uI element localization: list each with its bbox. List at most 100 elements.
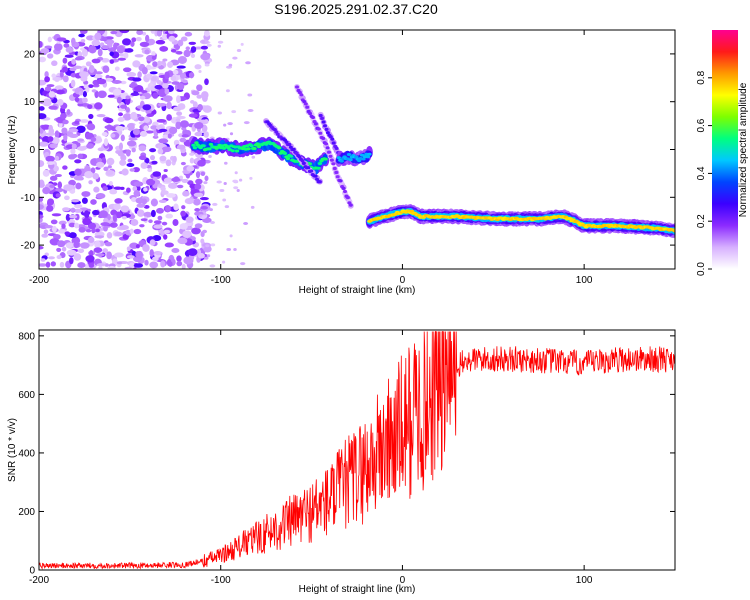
spectrogram-cell — [324, 127, 329, 131]
spectrogram-cell — [222, 198, 227, 202]
spectrogram-cell — [103, 217, 109, 224]
spectrogram-cell — [318, 113, 323, 118]
spectrogram-cell — [117, 57, 126, 61]
spectrogram-cell — [330, 137, 335, 141]
spectrogram-cell — [152, 171, 162, 177]
spectrogram-cell — [282, 152, 288, 155]
spectrogram-cell — [313, 174, 318, 178]
spectrogram-cell — [297, 155, 302, 159]
spectrogram-cell — [204, 175, 209, 182]
spectrogram-cell — [87, 222, 97, 230]
spectrogram-cell — [71, 143, 77, 150]
spectrogram-cell — [125, 107, 130, 113]
spectrogram-cell — [202, 229, 208, 234]
spectrogram-cell — [85, 255, 95, 263]
spectrogram-cell — [52, 77, 62, 81]
spectrogram-cell — [39, 160, 45, 168]
spectrogram-cell — [99, 42, 105, 47]
spectrogram-cell — [287, 142, 292, 147]
spectrogram-cell — [121, 168, 129, 176]
spectrogram-cell — [82, 91, 87, 98]
spectrogram-cell — [100, 222, 110, 227]
spectrogram-cell — [94, 102, 103, 110]
spectrogram-cell — [164, 242, 174, 248]
spectrogram-cell — [62, 165, 68, 170]
spectrogram-cell — [49, 175, 58, 181]
spectrogram-cell — [138, 116, 145, 122]
spectrogram-cell — [207, 147, 212, 151]
spectrogram-cell — [229, 234, 233, 238]
spectrogram-cell — [99, 210, 108, 218]
spectrogram-cell — [94, 235, 105, 239]
spectrogram-cell — [97, 90, 107, 99]
spectrogram-cell — [142, 104, 152, 111]
spectrogram-cell — [189, 157, 195, 164]
spectrogram-cell — [176, 111, 183, 116]
spectrogram-cell — [177, 237, 188, 245]
spectrogram-cell — [341, 186, 346, 190]
spectrogram-cell — [103, 138, 109, 147]
spectrogram-cell — [57, 181, 63, 189]
spectrogram-cell — [179, 137, 187, 143]
spectrogram-cell — [113, 186, 123, 190]
spectrogram-cell — [63, 43, 70, 48]
spectrogram-cell — [166, 258, 172, 267]
spectrogram-cell — [75, 182, 82, 190]
spectrogram-cell — [47, 198, 55, 206]
spectrogram-cell — [151, 160, 158, 165]
spectrogram-cell — [85, 229, 92, 233]
spectrogram-cell — [245, 61, 251, 65]
spectrogram-cell — [56, 89, 65, 95]
spectrogram-cell — [44, 225, 53, 229]
spectrogram-cell — [110, 209, 118, 216]
spectrogram-cell — [124, 48, 134, 53]
spectrogram-cell — [240, 42, 244, 46]
spectrogram-cell — [96, 161, 105, 168]
spectrogram-cell — [119, 30, 130, 34]
spectrogram-cell — [184, 197, 194, 205]
spectrogram-cell — [116, 261, 123, 265]
spectrogram-cell — [196, 84, 203, 92]
spectrogram-cell — [365, 155, 371, 159]
spectrogram-cell — [49, 143, 58, 149]
spectrogram-cell — [57, 240, 66, 248]
spectrogram-cell — [88, 180, 93, 185]
spectrogram-cell — [164, 88, 170, 95]
spectrogram-cell — [42, 169, 50, 177]
spectrogram-cell — [159, 155, 167, 162]
spectrogram-cell — [104, 263, 109, 267]
spectrogram-cell — [117, 117, 125, 122]
spectrogram-cell — [62, 207, 70, 212]
spectrogram-cell — [189, 72, 194, 79]
spectrogram-cell — [145, 34, 150, 43]
spectrogram-cell — [54, 187, 64, 193]
spectrogram-cell — [181, 205, 186, 210]
spectrogram-cell — [303, 102, 308, 106]
spectrogram-cell — [126, 71, 137, 78]
spectrogram-cell — [62, 66, 68, 73]
spectrogram-cell — [183, 256, 193, 265]
spectrogram-cell — [136, 250, 144, 259]
spectrogram-cell — [320, 116, 325, 120]
spectrogram-cell — [132, 186, 138, 192]
spectrogram-cell — [175, 50, 183, 55]
spectrogram-cell — [227, 122, 233, 126]
spectrogram-cell — [101, 36, 108, 42]
spectrogram-cell — [155, 251, 161, 256]
spectrogram-cell — [143, 125, 149, 131]
spectrogram-cell — [54, 173, 62, 178]
spectrogram-cell — [182, 190, 190, 197]
spectrogram-cell — [306, 166, 311, 170]
spectrogram-cell — [120, 126, 129, 130]
spectrogram-cell — [166, 193, 176, 198]
spectrogram-cell — [105, 169, 114, 176]
snr-y-tick-label: 400 — [18, 448, 35, 459]
spectrogram-cell — [162, 83, 169, 89]
spectrogram-cell — [200, 205, 209, 210]
spectrogram-cell — [150, 30, 156, 34]
spectrogram-cell — [110, 31, 118, 35]
spectrogram-cell — [68, 222, 76, 228]
spectrogram-cell — [323, 157, 328, 161]
